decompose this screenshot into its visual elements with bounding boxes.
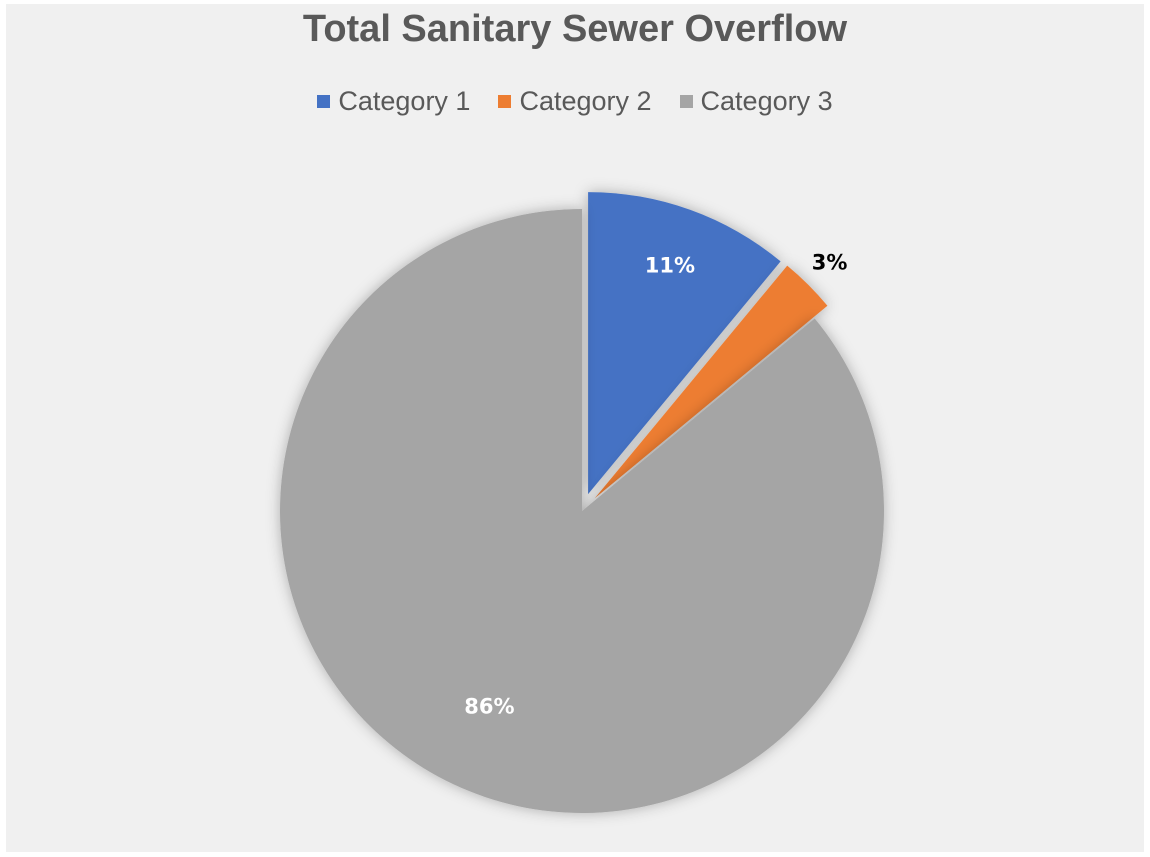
data-label-category-3: 86%: [464, 695, 514, 719]
data-label-category-1: 11%: [645, 254, 695, 278]
legend-label-category-2: Category 2: [519, 86, 652, 116]
legend-swatch-category-3: [679, 95, 693, 108]
legend-swatch-category-1: [317, 95, 331, 108]
legend-swatch-category-2: [498, 95, 512, 108]
legend-label-category-1: Category 1: [338, 86, 471, 116]
pie-slices: [280, 192, 884, 813]
legend-item-category-1: Category 1: [317, 86, 470, 117]
pie-slice-category-1: [588, 192, 781, 495]
pie-slice-category-2: [594, 265, 828, 499]
legend-item-category-2: Category 2: [498, 86, 652, 117]
legend-label-category-3: Category 3: [700, 86, 833, 116]
data-label-category-2: 3%: [812, 250, 848, 274]
legend-item-category-3: Category 3: [679, 86, 833, 117]
pie-data-labels: 11% 3% 86%: [464, 250, 847, 718]
chart-title: Total Sanitary Sewer Overflow: [302, 8, 848, 50]
legend: Category 1 Category 2 Category 3: [0, 86, 1150, 117]
pie-slice-category-3: [280, 209, 884, 813]
